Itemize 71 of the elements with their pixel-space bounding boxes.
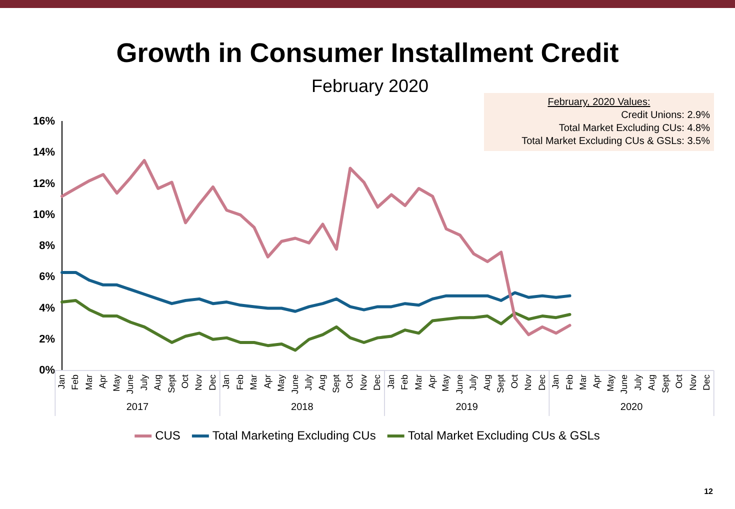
x-tick-label: May	[276, 374, 286, 392]
x-tick-label: Feb	[234, 374, 245, 390]
y-tick-label: 6%	[39, 271, 56, 284]
y-tick-label: 16%	[32, 116, 56, 128]
y-tick-label: 2%	[39, 333, 56, 346]
y-tick-label: 4%	[39, 302, 56, 314]
x-tick-label: June	[619, 374, 630, 394]
chart-subtitle: February 2020	[310, 76, 430, 97]
x-tick-label: Sept	[330, 374, 341, 393]
x-tick-label: Mar	[248, 374, 259, 390]
legend-label: CUS	[155, 428, 180, 442]
legend-label: Total Marketing Excluding CUs	[212, 428, 376, 442]
x-tick-label: Apr	[427, 374, 438, 388]
x-tick-label: Sept	[166, 374, 176, 393]
x-tick-label: Oct	[344, 374, 355, 388]
y-tick-label: 0%	[39, 364, 56, 377]
x-tick-label: May	[440, 374, 451, 392]
x-tick-label: Apr	[592, 374, 602, 388]
text: 2020	[620, 402, 644, 413]
text: 2017	[126, 402, 150, 413]
x-tick-label: June	[290, 374, 300, 394]
x-tick-label: July	[304, 374, 314, 390]
x-tick-label: May	[111, 374, 122, 392]
x-tick-label: Mar	[84, 374, 94, 390]
x-tick-label: Jan	[56, 374, 66, 389]
x-tick-label: Aug	[152, 374, 163, 390]
x-tick-label: Oct	[674, 374, 684, 388]
y-tick-label: 8%	[39, 240, 56, 252]
x-tick-label: Sept	[660, 374, 670, 393]
note-box: February, 2020 Values: Credit Unions: 2.9% Total Market Excluding CUs: 4.8% Total Market Excluding CUs & GSLs: 3.5%	[484, 93, 714, 151]
x-tick-label: July	[138, 374, 149, 390]
x-tick-label: Nov	[523, 374, 534, 390]
x-tick-label: Feb	[70, 374, 80, 390]
x-tick-label: Oct	[180, 374, 190, 388]
x-tick-label: Mar	[413, 374, 424, 390]
x-tick-label: May	[605, 374, 616, 392]
text: 2019	[456, 402, 478, 413]
x-tick-label: Mar	[578, 374, 588, 390]
chart-title: Growth in Consumer Installment Credit	[115, 38, 620, 69]
x-tick-label: Dec	[701, 374, 712, 390]
x-tick-label: Jan	[386, 374, 396, 389]
annotation: Total Market Excluding CUs: 4.8%	[558, 122, 710, 135]
x-tick-label: Aug	[317, 374, 328, 390]
legend-label: Total Market Excluding CUs & GSLs	[408, 428, 600, 442]
x-tick-label: Aug	[646, 374, 657, 390]
x-tick-label: Oct	[509, 374, 520, 388]
x-tick-label: Feb	[564, 374, 574, 390]
x-tick-label: July	[632, 374, 643, 390]
y-tick-label: 10%	[32, 208, 56, 221]
x-tick-label: Apr	[262, 374, 272, 388]
x-tick-label: Dec	[207, 374, 218, 390]
annotation: Total Market Excluding CUs & GSLs: 3.5%	[520, 135, 710, 148]
x-tick-label: Nov	[688, 374, 698, 390]
annotation: Credit Unions: 2.9%	[620, 109, 710, 122]
x-tick-label: Jan	[550, 374, 561, 389]
x-tick-label: Dec	[536, 374, 547, 390]
y-tick-label: 14%	[32, 146, 56, 159]
y-tick-label: 12%	[32, 178, 56, 190]
x-tick-label: June	[454, 374, 464, 394]
x-tick-label: Nov	[194, 374, 204, 390]
x-tick-label: Aug	[482, 374, 492, 390]
x-tick-label: Dec	[372, 374, 382, 390]
text: 2018	[291, 402, 314, 413]
x-tick-label: Feb	[400, 374, 410, 390]
x-tick-label: Nov	[358, 374, 368, 390]
x-tick-label: Jan	[221, 374, 232, 389]
x-tick-label: June	[125, 374, 136, 394]
x-tick-label: July	[468, 374, 478, 390]
x-tick-label: Apr	[98, 374, 108, 388]
text: 12	[704, 487, 713, 496]
x-tick-label: Sept	[496, 374, 506, 393]
